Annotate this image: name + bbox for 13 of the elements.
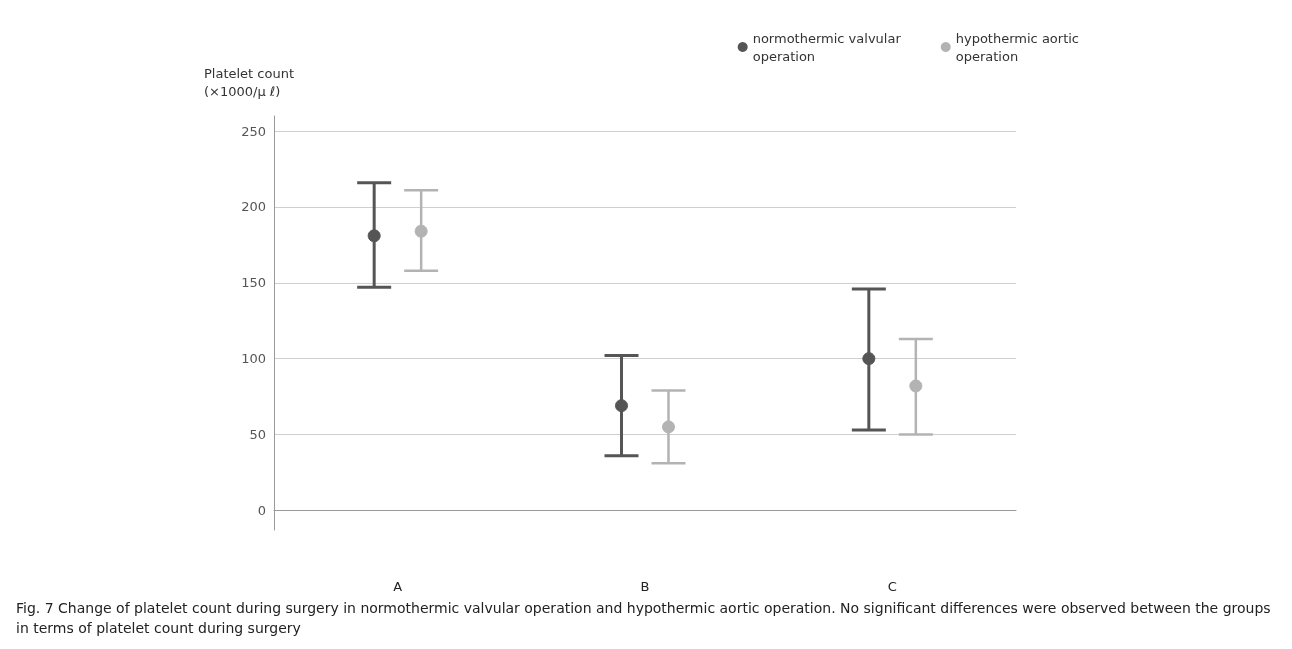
x-tick-label: C [887, 579, 897, 594]
y-tick-label: 250 [241, 123, 266, 139]
y-tick-label: 150 [241, 275, 266, 291]
y-tick-label: 0 [257, 502, 266, 518]
y-tick-label: 50 [249, 426, 266, 442]
legend-label: normothermic valvular operation [752, 30, 902, 64]
x-tick-label: B [640, 579, 650, 594]
legend-label: hypothermic aortic operation [955, 30, 1079, 64]
y-tick-label: 100 [241, 351, 266, 367]
x-tick-label: A [393, 579, 403, 594]
y-axis-title: Platelet count (×1000/μ ℓ) [204, 65, 295, 99]
caption: Fig. 7 Change of platelet count during surgery in normothermic valvular operation and hypothermic aortic operation. No significant differences were observed between the groups in terms of platelet count during surgery [15, 599, 1272, 638]
y-tick-label: 200 [241, 199, 266, 215]
